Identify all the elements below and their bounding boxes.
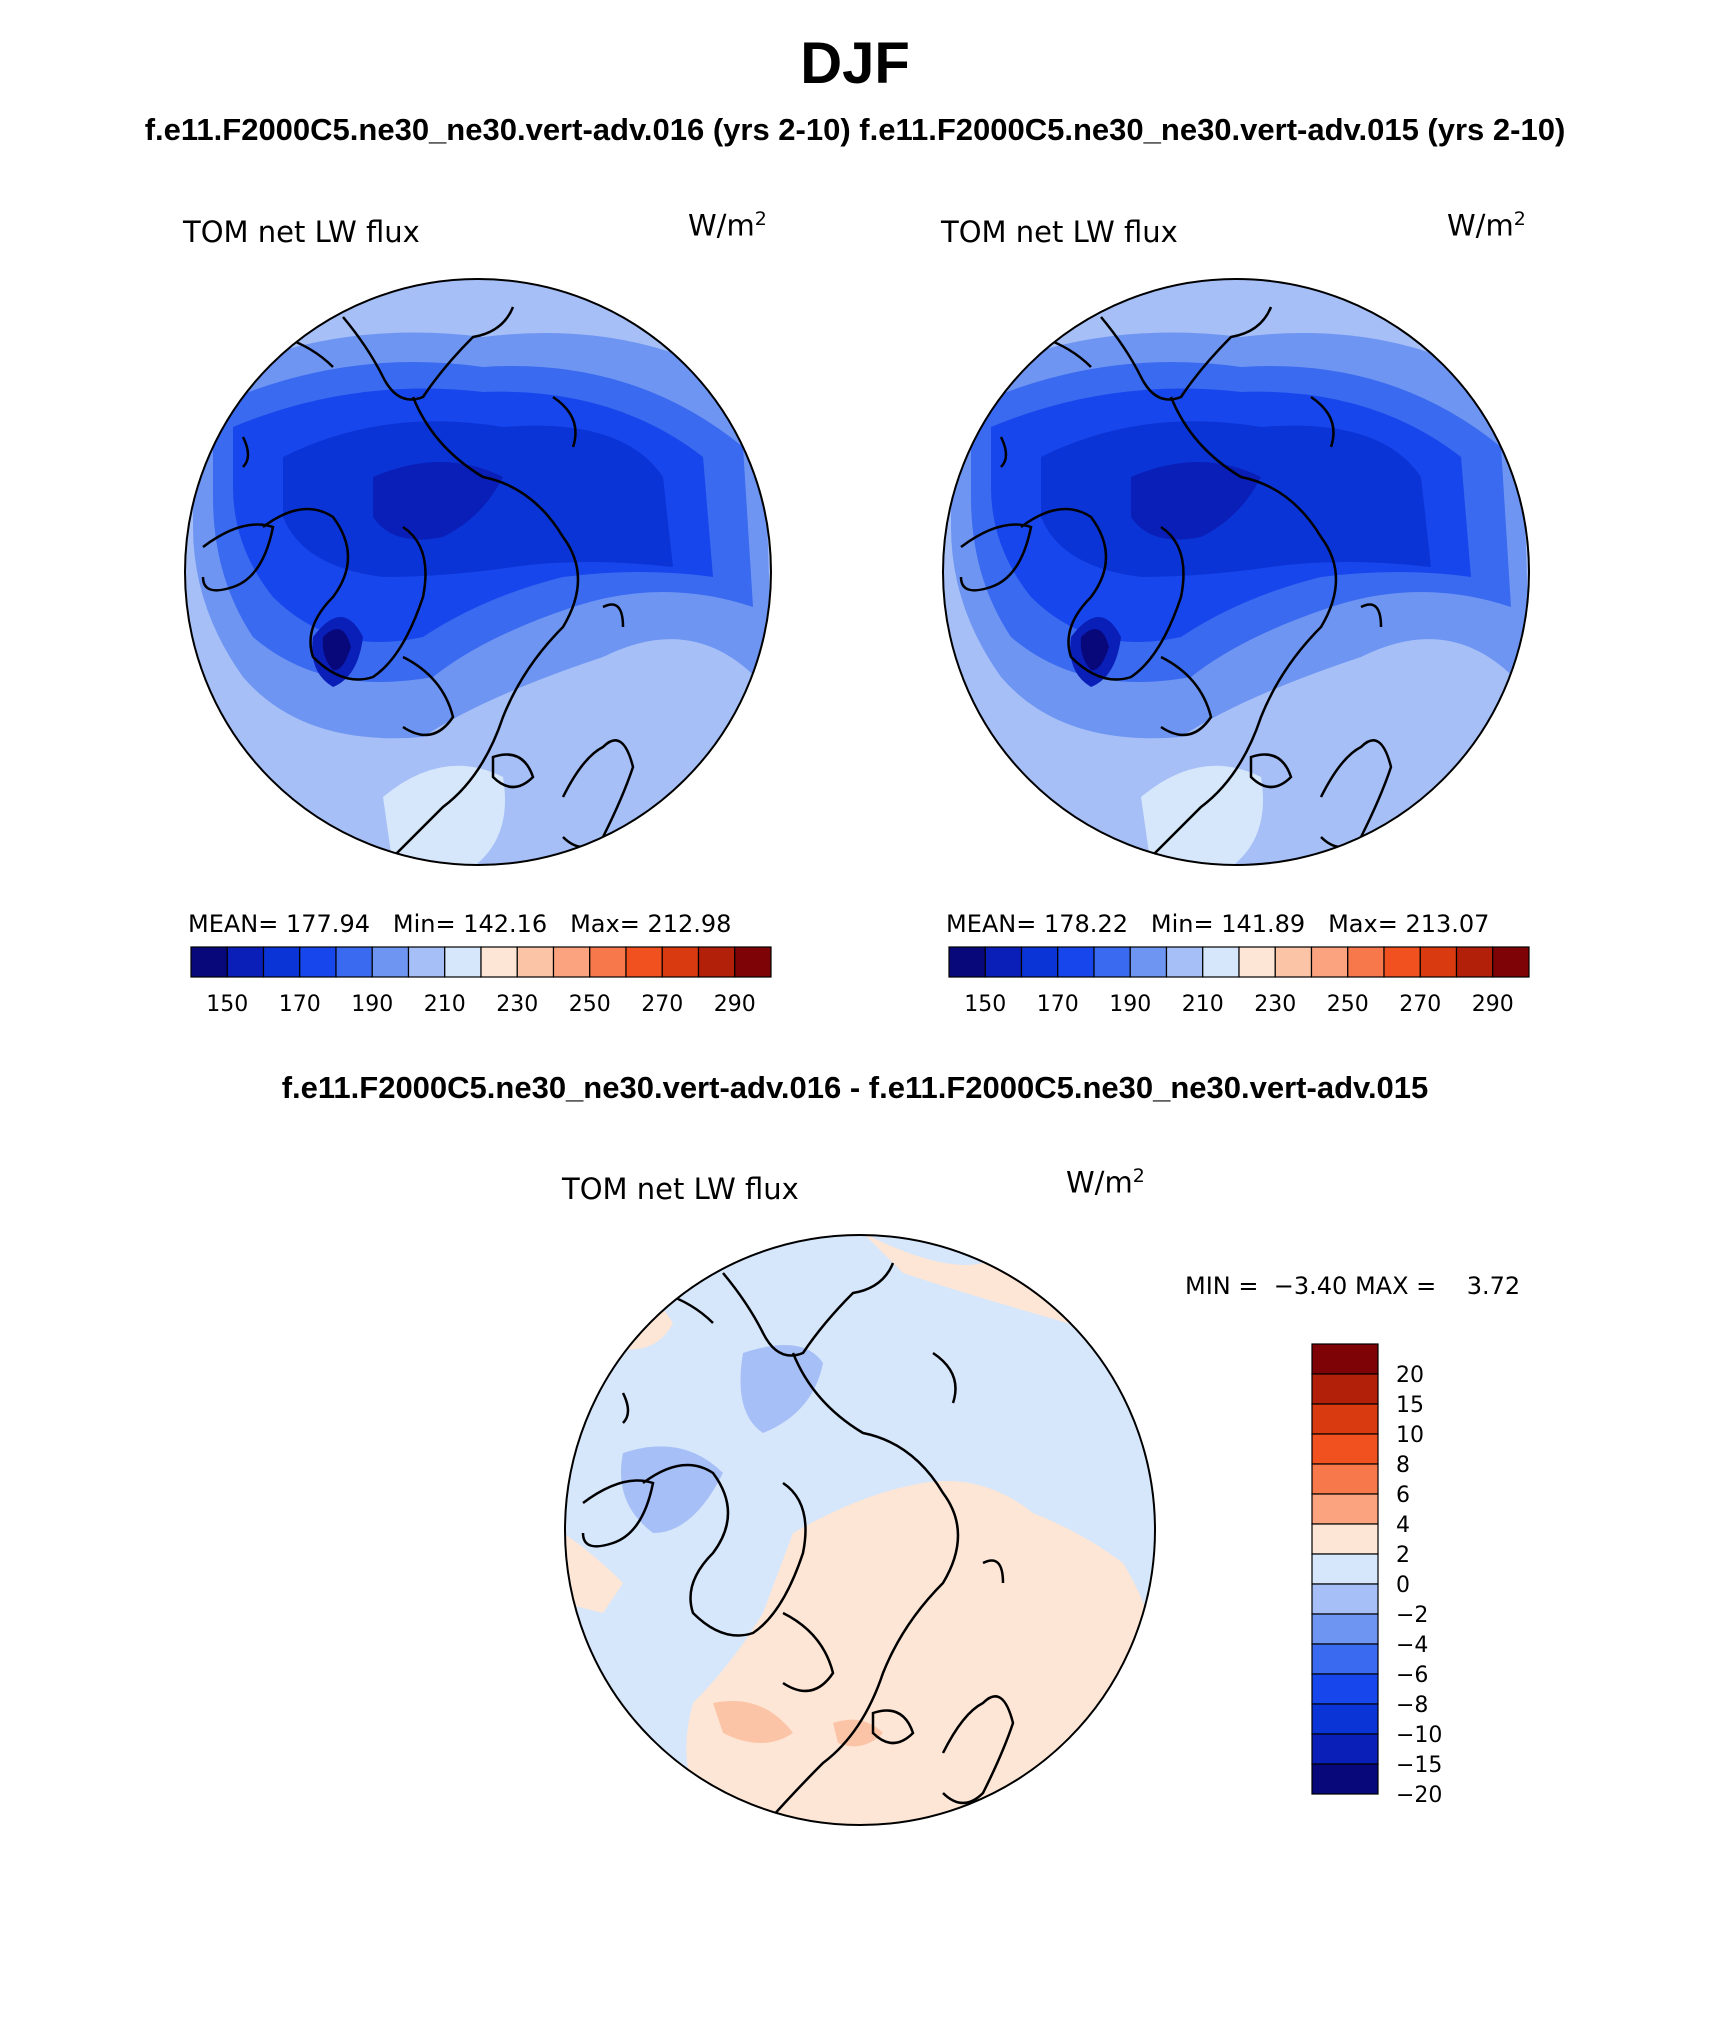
- colorbar-tick-label: 20: [1396, 1363, 1424, 1388]
- colorbar-tick-label: 250: [1327, 992, 1369, 1017]
- colorbar-box: [444, 946, 482, 978]
- colorbar-tick-label: 290: [714, 992, 756, 1017]
- colorbar-box: [1311, 1373, 1379, 1405]
- colorbar-tick-label: −8: [1396, 1693, 1428, 1718]
- colorbar-box: [697, 946, 736, 978]
- colorbar-tick-label: 170: [279, 992, 321, 1017]
- colorbar-box: [984, 946, 1023, 978]
- colorbar-box: [1057, 946, 1095, 978]
- colorbar-tick-label: 2: [1396, 1543, 1410, 1568]
- right-variable-label: TOM net LW flux: [941, 215, 1178, 249]
- diff-minmax: MIN = −3.40 MAX = 3.72: [1185, 1272, 1521, 1300]
- right-stats: MEAN= 178.22 Min= 141.89 Max= 213.07: [946, 910, 1490, 938]
- left-polar-map: [184, 278, 772, 866]
- left-stats: MEAN= 177.94 Min= 142.16 Max= 212.98: [188, 910, 732, 938]
- colorbar-box: [1492, 946, 1530, 978]
- colorbar-box: [1311, 1403, 1379, 1435]
- colorbar-tick-label: 210: [1182, 992, 1224, 1017]
- colorbar-tick-label: 230: [496, 992, 538, 1017]
- colorbar-box: [480, 946, 518, 978]
- colorbar-box: [1202, 946, 1240, 978]
- colorbar-tick-label: 270: [641, 992, 683, 1017]
- colorbar-tick-label: 190: [1109, 992, 1151, 1017]
- colorbar-box: [1311, 1493, 1379, 1525]
- right-polar-map: [942, 278, 1530, 866]
- colorbar-box: [948, 946, 986, 978]
- colorbar-tick-label: 270: [1399, 992, 1441, 1017]
- colorbar-tick-label: 190: [351, 992, 393, 1017]
- colorbar-box: [1383, 946, 1421, 978]
- colorbar-tick-label: −15: [1396, 1753, 1442, 1778]
- colorbar-box: [299, 946, 337, 978]
- colorbar-tick-label: 170: [1037, 992, 1079, 1017]
- colorbar-box: [335, 946, 373, 978]
- colorbar-box: [1310, 946, 1349, 978]
- colorbar-box: [1311, 1733, 1379, 1765]
- colorbar-tick-label: −4: [1396, 1633, 1428, 1658]
- colorbar-box: [262, 946, 301, 978]
- colorbar-box: [1311, 1763, 1379, 1795]
- cases-subtitle: f.e11.F2000C5.ne30_ne30.vert-adv.016 (yr…: [144, 112, 1566, 147]
- colorbar-box: [1311, 1433, 1379, 1465]
- colorbar-tick-label: 8: [1396, 1453, 1410, 1478]
- left-variable-label: TOM net LW flux: [183, 215, 420, 249]
- colorbar-tick-label: 0: [1396, 1573, 1410, 1598]
- difference-polar-map: [564, 1234, 1156, 1826]
- colorbar-box: [1311, 1463, 1379, 1495]
- colorbar-tick-label: 230: [1254, 992, 1296, 1017]
- colorbar-box: [1347, 946, 1385, 978]
- colorbar-tick-label: −6: [1396, 1663, 1428, 1688]
- colorbar-box: [1093, 946, 1131, 978]
- colorbar-tick-label: 6: [1396, 1483, 1410, 1508]
- colorbar-tick-label: 290: [1472, 992, 1514, 1017]
- colorbar-tick-label: 210: [424, 992, 466, 1017]
- colorbar-box: [226, 946, 265, 978]
- colorbar-box: [1165, 946, 1204, 978]
- right-units-label: W/m2: [1447, 208, 1526, 243]
- colorbar-box: [1311, 1673, 1379, 1705]
- colorbar-box: [1311, 1523, 1379, 1555]
- colorbar-tick-label: 150: [206, 992, 248, 1017]
- colorbar-box: [1311, 1703, 1379, 1735]
- colorbar-box: [1419, 946, 1458, 978]
- colorbar-box: [1311, 1643, 1379, 1675]
- diff-variable-label: TOM net LW flux: [562, 1172, 799, 1206]
- colorbar-box: [1311, 1553, 1379, 1585]
- colorbar-tick-label: 150: [964, 992, 1006, 1017]
- colorbar-tick-label: 4: [1396, 1513, 1410, 1538]
- colorbar-tick-label: 15: [1396, 1393, 1424, 1418]
- colorbar-tick-label: 10: [1396, 1423, 1424, 1448]
- colorbar-box: [1274, 946, 1313, 978]
- colorbar-box: [1020, 946, 1059, 978]
- colorbar-tick-label: −2: [1396, 1603, 1428, 1628]
- right-colorbar: 150 170 190 210 230 250 270 290: [948, 946, 1530, 1017]
- colorbar-box: [1311, 1613, 1379, 1645]
- colorbar-tick-label: 250: [569, 992, 611, 1017]
- colorbar-tick-label: −10: [1396, 1723, 1442, 1748]
- colorbar-box: [589, 946, 627, 978]
- colorbar-box: [516, 946, 555, 978]
- colorbar-box: [1311, 1583, 1379, 1615]
- colorbar-box: [552, 946, 591, 978]
- colorbar-box: [371, 946, 410, 978]
- colorbar-box: [625, 946, 663, 978]
- colorbar-box: [1129, 946, 1168, 978]
- colorbar-box: [1455, 946, 1494, 978]
- left-units-label: W/m2: [688, 208, 767, 243]
- colorbar-box: [1311, 1343, 1379, 1375]
- diff-units-label: W/m2: [1066, 1165, 1145, 1200]
- colorbar-box: [661, 946, 700, 978]
- colorbar-box: [1238, 946, 1276, 978]
- colorbar-box: [190, 946, 228, 978]
- difference-title: f.e11.F2000C5.ne30_ne30.vert-adv.016 - f…: [281, 1070, 1429, 1105]
- figure-title: DJF: [800, 31, 910, 96]
- colorbar-box: [734, 946, 772, 978]
- colorbar-box: [407, 946, 446, 978]
- colorbar-tick-label: −20: [1396, 1783, 1442, 1808]
- left-colorbar: 150 170 190 210 230 250 270 290: [190, 946, 772, 1017]
